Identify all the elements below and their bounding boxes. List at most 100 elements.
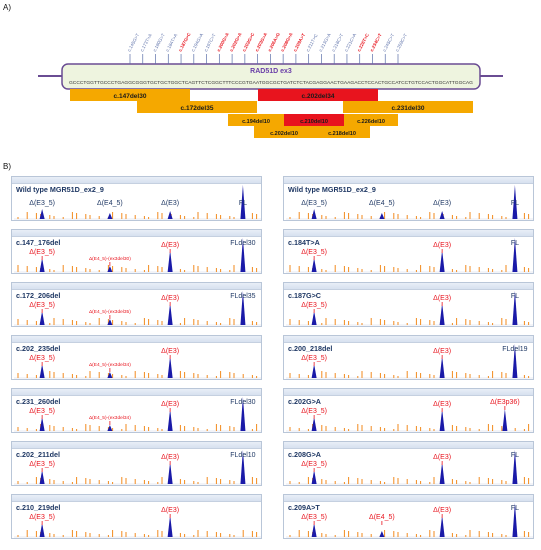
data-peak <box>311 417 317 431</box>
peak-label: Δ(E3_5) <box>29 200 55 207</box>
trace-panel: c.210_219del Δ(E3_5) Δ(E3) <box>11 494 262 539</box>
peak-label: Δ(E4_5)-(ex3del34) <box>89 415 131 421</box>
peak-label: Δ(E3_5) <box>29 355 55 362</box>
trace-chart: c.208G>A Δ(E3_5) Δ(E3) FL <box>286 450 533 485</box>
trace-chart: c.187G>C Δ(E3_5) Δ(E3) FL <box>286 291 533 326</box>
data-peak <box>240 397 246 431</box>
peak-label: Δ(E3) <box>161 454 179 461</box>
peak-label: FL <box>511 240 519 247</box>
peak-label: Δ(E3) <box>433 348 451 355</box>
peak-label: Δ(E3) <box>161 401 179 408</box>
trace-chart: c.231_260del Δ(E3_5) Δ(E4_5)-(ex3del34) Δ(E… <box>14 397 261 432</box>
data-peak <box>39 417 45 431</box>
peak-label: Δ(E3) <box>433 401 451 408</box>
data-peak <box>439 250 445 272</box>
peak-label: Δ(E3_5) <box>301 514 327 521</box>
variant-label: c.184T>A <box>165 33 179 52</box>
peak-label: FL <box>511 452 519 459</box>
deletion-bar <box>137 101 257 113</box>
peak-label: Δ(E4_5)-(ex3del30) <box>89 256 131 262</box>
data-peak <box>167 303 173 325</box>
variant-label: c.226T>C <box>356 32 370 53</box>
data-peak <box>240 185 246 219</box>
deletion-bar <box>344 114 398 126</box>
peak-label: Δ(E3) <box>433 200 451 207</box>
deletion-label: c.194del10 <box>242 119 270 125</box>
peak-label: FLdel30 <box>230 399 255 406</box>
data-peak <box>167 515 173 537</box>
peak-label: FL <box>511 505 519 512</box>
trace-panel: c.202_235del Δ(E3_5) Δ(E4_5)-(ex3del34) Δ(E… <box>11 335 262 380</box>
trace-title: Wild type MGR51D_ex2_9 <box>16 185 104 194</box>
trace-panel: Wild type MGR51D_ex2_9 Δ(E3_5) Δ(E4_5) Δ(E3… <box>283 176 534 221</box>
trace-chart: Wild type MGR51D_ex2_9 Δ(E3_5) Δ(E4_5) Δ(E3… <box>14 185 261 220</box>
peak-label: Δ(E3) <box>161 200 179 207</box>
data-peak <box>311 209 317 219</box>
trace-title: c.147_176del <box>16 238 60 247</box>
variant-label: c.145G>T <box>126 32 140 52</box>
deletion-label: c.202del34 <box>302 93 335 100</box>
data-peak <box>167 250 173 272</box>
peak-label: Δ(E3_5) <box>29 249 55 256</box>
data-peak <box>240 291 246 325</box>
deletion-label: c.147del30 <box>114 93 147 100</box>
peak-label: Δ(E4_5)-(ex3del35) <box>89 309 131 315</box>
trace-panel: c.200_218del Δ(E3_5) Δ(E3) FLdel19 <box>283 335 534 380</box>
trace-title: c.210_219del <box>16 503 60 512</box>
data-peak <box>439 211 445 219</box>
variant-label: c.209A>T <box>292 32 306 52</box>
deletion-bar <box>228 114 284 126</box>
peak-label: Δ(E3_5) <box>29 461 55 468</box>
peak-label: Δ(E3) <box>161 295 179 302</box>
data-peak <box>311 311 317 325</box>
data-peak <box>311 258 317 272</box>
exon-sequence: GCCCTGGTTGCCCTGAGGCGGGTGCTGCTGGCTCAGTTCT… <box>69 80 473 85</box>
data-peak <box>39 311 45 325</box>
peak-label: Δ(E3_5) <box>29 302 55 309</box>
data-peak <box>39 209 45 219</box>
data-peak <box>167 211 173 219</box>
peak-label: FLdel30 <box>230 240 255 247</box>
trace-panel: c.147_176del Δ(E3_5) Δ(E4_5)-(ex3del30) Δ(E… <box>11 229 262 274</box>
data-peak <box>167 356 173 378</box>
exon-title: RAD51D ex3 <box>250 68 292 75</box>
data-peak <box>512 503 518 537</box>
trace-chart: Wild type MGR51D_ex2_9 Δ(E3_5) Δ(E4_5) Δ(E3… <box>286 185 533 220</box>
data-peak <box>512 344 518 378</box>
deletion-label: c.202del10 <box>270 131 298 137</box>
data-peak <box>240 238 246 272</box>
deletion-bar <box>258 89 378 101</box>
data-peak <box>512 238 518 272</box>
data-peak <box>439 462 445 484</box>
data-peak <box>167 462 173 484</box>
trace-panel: c.208G>A Δ(E3_5) Δ(E3) FL <box>283 441 534 486</box>
trace-title: Wild type MGR51D_ex2_9 <box>288 185 376 194</box>
data-peak <box>107 372 113 378</box>
variant-label: c.197C>T <box>203 33 217 53</box>
variant-label: c.245C>T <box>382 33 396 53</box>
deletion-label: c.226del10 <box>357 119 385 125</box>
trace-panel: c.202G>A Δ(E3_5) Δ(E3) Δ(E3p36) <box>283 388 534 433</box>
trace-panel: c.184T>A Δ(E3_5) Δ(E3) FL <box>283 229 534 274</box>
trace-header-bar <box>12 336 261 343</box>
trace-panel: c.202_211del Δ(E3_5) Δ(E3) FLdel10 <box>11 441 262 486</box>
deletion-bar <box>343 101 473 113</box>
data-peak <box>512 450 518 484</box>
data-peak <box>107 319 113 325</box>
trace-title: c.202_211del <box>16 450 60 459</box>
peak-label: Δ(E3_5) <box>301 355 327 362</box>
deletion-label: c.231del30 <box>392 105 425 112</box>
trace-header-bar <box>284 336 533 343</box>
trace-chart: c.202_211del Δ(E3_5) Δ(E3) FLdel10 <box>14 450 261 485</box>
trace-panel: Wild type MGR51D_ex2_9 Δ(E3_5) Δ(E4_5) Δ(E3… <box>11 176 262 221</box>
data-peak <box>439 356 445 378</box>
peak-label: Δ(E3_5) <box>29 408 55 415</box>
data-peak <box>39 523 45 537</box>
peak-label: Δ(E3_5) <box>301 200 327 207</box>
trace-title: c.172_206del <box>16 291 60 300</box>
trace-header-bar <box>284 495 533 502</box>
trace-panel: c.209A>T Δ(E3_5) Δ(E4_5) Δ(E3) FL <box>283 494 534 539</box>
deletion-label: c.218del10 <box>328 131 356 137</box>
variant-label: c.180G>T <box>152 32 166 52</box>
peak-label: Δ(E4_5) <box>369 200 395 207</box>
